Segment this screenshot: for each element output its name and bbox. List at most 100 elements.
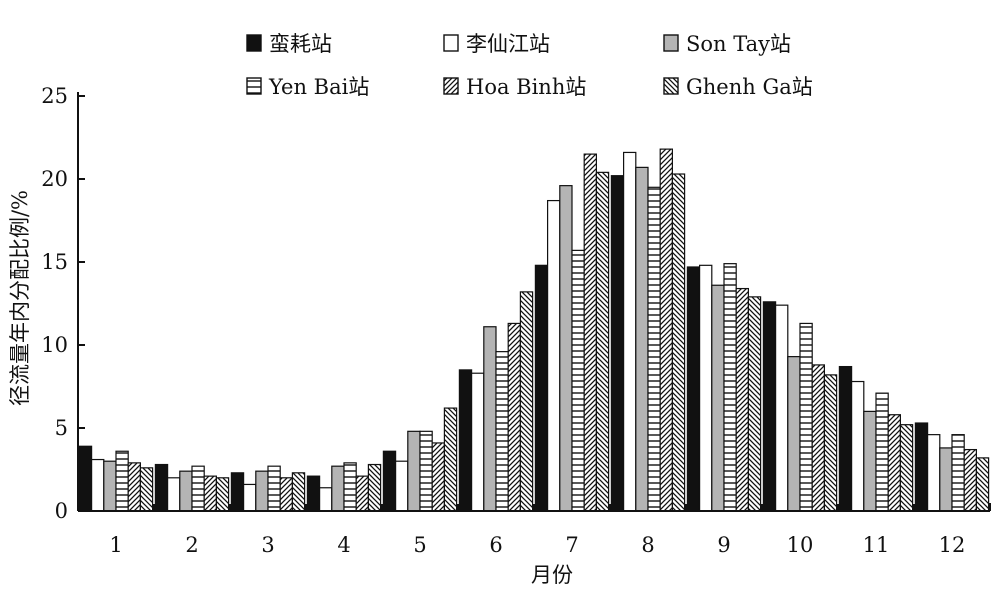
legend-swatch-Son Tay站: [663, 34, 679, 52]
bar-Ghenh Ga站-6: [519, 291, 534, 512]
bar-Son Tay站-5: [407, 430, 421, 512]
bar-Son Tay站-9: [711, 284, 725, 512]
bar-Yen Bai站-2: [191, 465, 205, 512]
legend-swatch-Hoa Binh站: [443, 77, 459, 95]
bar-Yen Bai站-3: [267, 465, 281, 512]
bar-蛮耗站-9: [686, 266, 701, 512]
bar-李仙江站-9: [698, 264, 713, 512]
y-tick-label: 20: [41, 167, 68, 191]
bar-Son Tay站-6: [483, 326, 497, 512]
bar-蛮耗站-6: [458, 369, 473, 512]
bar-Hoa Binh站-3: [279, 477, 294, 512]
y-tick-label: 15: [41, 250, 68, 274]
x-tick-label: 11: [863, 533, 890, 557]
bar-Ghenh Ga站-7: [595, 171, 610, 512]
bar-蛮耗站-3: [230, 472, 245, 512]
bar-Son Tay站-11: [863, 410, 877, 512]
bar-Hoa Binh站-5: [431, 442, 446, 512]
chart-legend: 蛮耗站 李仙江站 Son Tay站 Yen Bai站 Hoa Binh站 Ghenh Ga…: [246, 32, 813, 99]
bar-李仙江站-5: [395, 460, 409, 512]
y-tick-label: 0: [55, 499, 68, 523]
bar-Ghenh Ga站-10: [823, 374, 838, 512]
bar-Hoa Binh站-2: [203, 475, 217, 512]
bar-Hoa Binh站-6: [507, 322, 522, 512]
x-tick-label: 1: [109, 533, 122, 557]
bar-Hoa Binh站-7: [583, 153, 598, 512]
legend-label-Hoa Binh站: Hoa Binh站: [466, 75, 586, 99]
bar-Yen Bai站-12: [951, 434, 965, 512]
x-tick-label: 8: [641, 533, 654, 557]
y-axis-title: 径流量年内分配比例/%: [8, 190, 32, 406]
legend-label-蛮耗站: 蛮耗站: [269, 32, 332, 56]
bar-蛮耗站-7: [534, 264, 549, 512]
bar-Ghenh Ga站-4: [367, 463, 382, 512]
x-tick-label: 7: [565, 533, 578, 557]
x-tick-label: 2: [185, 533, 198, 557]
bar-Ghenh Ga站-5: [443, 407, 458, 512]
bar-Ghenh Ga站-1: [139, 467, 154, 512]
bar-Ghenh Ga站-2: [215, 477, 230, 512]
bar-Son Tay站-10: [787, 356, 801, 512]
legend-label-Ghenh Ga站: Ghenh Ga站: [686, 75, 813, 99]
bar-Son Tay站-3: [255, 470, 269, 512]
y-tick-label: 5: [55, 416, 68, 440]
bar-李仙江站-4: [319, 487, 333, 512]
legend-swatch-蛮耗站: [246, 34, 262, 52]
bar-Hoa Binh站-12: [963, 448, 978, 512]
bar-Hoa Binh站-10: [811, 364, 826, 512]
bar-Yen Bai站-5: [419, 430, 433, 512]
x-axis-title: 月份: [531, 563, 573, 587]
x-tick-label: 4: [337, 533, 350, 557]
y-tick-label: 25: [41, 84, 68, 108]
y-tick-label: 10: [41, 333, 68, 357]
bar-Yen Bai站-1: [115, 450, 129, 512]
bar-Ghenh Ga站-9: [747, 296, 762, 512]
bar-李仙江站-3: [243, 483, 257, 512]
bar-Yen Bai站-8: [647, 186, 661, 512]
bar-Ghenh Ga站-8: [671, 173, 686, 512]
bar-李仙江站-8: [622, 151, 637, 512]
bar-Hoa Binh站-4: [355, 475, 370, 512]
bar-李仙江站-7: [546, 199, 561, 512]
x-tick-label: 10: [787, 533, 814, 557]
bar-蛮耗站-2: [154, 463, 169, 512]
bar-Yen Bai站-11: [875, 392, 889, 512]
bar-蛮耗站-11: [838, 365, 853, 512]
legend-swatch-Yen Bai站: [246, 77, 262, 95]
bar-李仙江站-2: [167, 477, 181, 512]
x-tick-label: 5: [413, 533, 426, 557]
legend-swatch-Ghenh Ga站: [663, 77, 679, 95]
bar-蛮耗站-12: [914, 422, 929, 512]
x-tick-label: 6: [489, 533, 502, 557]
bar-Yen Bai站-6: [495, 351, 509, 512]
bar-Son Tay站-1: [103, 460, 117, 512]
legend-label-Yen Bai站: Yen Bai站: [268, 75, 369, 99]
bar-Hoa Binh站-8: [659, 148, 674, 512]
bar-Ghenh Ga站-11: [899, 424, 914, 512]
bar-Son Tay站-2: [179, 470, 193, 512]
bar-李仙江站-10: [774, 304, 789, 512]
bar-蛮耗站-4: [306, 475, 321, 512]
bar-李仙江站-1: [90, 458, 105, 512]
bar-Yen Bai站-9: [723, 263, 737, 512]
bar-Son Tay站-8: [635, 166, 649, 512]
x-tick-label: 9: [717, 533, 730, 557]
bar-Son Tay站-12: [939, 447, 953, 512]
bar-Yen Bai站-10: [799, 322, 813, 512]
bar-蛮耗站-10: [762, 301, 777, 512]
x-tick-label: 3: [261, 533, 274, 557]
x-tick-label: 12: [939, 533, 966, 557]
bar-Hoa Binh站-11: [887, 414, 902, 512]
bar-李仙江站-11: [850, 380, 865, 512]
bar-series-group: [78, 148, 990, 512]
bar-Yen Bai站-7: [571, 249, 585, 512]
bar-Hoa Binh站-1: [127, 462, 141, 512]
bar-李仙江站-12: [926, 434, 941, 512]
bar-蛮耗站-8: [610, 175, 625, 512]
bar-Son Tay站-7: [559, 185, 573, 512]
legend-label-李仙江站: 李仙江站: [466, 32, 550, 56]
bar-李仙江站-6: [471, 372, 485, 512]
legend-label-Son Tay站: Son Tay站: [686, 32, 791, 56]
